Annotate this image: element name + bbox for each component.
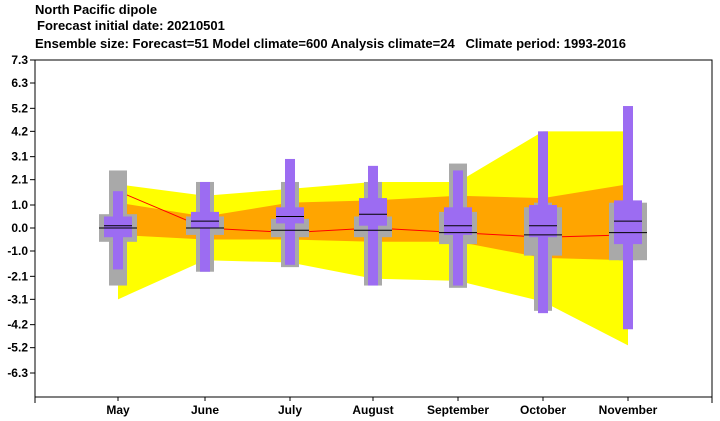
forecast-iqr-box <box>359 198 387 226</box>
chart-title: North Pacific dipole <box>35 2 158 17</box>
forecast-iqr-box <box>191 211 219 228</box>
x-tick-label: September <box>427 403 489 417</box>
y-tick-label: -6.3 <box>7 366 28 380</box>
y-tick-label: -3.1 <box>7 292 28 306</box>
y-tick-label: 2.1 <box>11 173 28 187</box>
y-tick-label: 6.3 <box>11 76 28 90</box>
x-tick-label: November <box>599 403 658 417</box>
ensemble-info: Ensemble size: Forecast=51 Model climate… <box>35 36 626 51</box>
forecast-iqr-box <box>444 207 472 235</box>
x-tick-label: June <box>191 403 219 417</box>
y-tick-label: -1.0 <box>7 244 28 258</box>
y-tick-label: 5.2 <box>11 101 28 115</box>
forecast-initial-date: Forecast initial date: 20210501 <box>37 18 225 33</box>
y-tick-label: 0.0 <box>11 221 28 235</box>
x-tick-label: October <box>520 403 566 417</box>
y-tick-label: -2.1 <box>7 269 28 283</box>
y-tick-label: 7.3 <box>11 53 28 67</box>
y-tick-label: 3.1 <box>11 150 28 164</box>
x-tick-label: July <box>278 403 302 417</box>
forecast-iqr-box <box>104 216 132 238</box>
plot-frame <box>34 59 713 398</box>
y-tick-label: -4.2 <box>7 318 28 332</box>
x-tick-label: August <box>352 403 393 417</box>
y-tick-label: -5.2 <box>7 341 28 355</box>
y-tick-label: 4.2 <box>11 124 28 138</box>
x-tick-label: May <box>106 403 130 417</box>
forecast-iqr-box <box>614 200 642 245</box>
y-tick-label: 1.0 <box>11 198 28 212</box>
forecast-iqr-box <box>276 207 304 224</box>
forecast-iqr-box <box>529 204 557 238</box>
